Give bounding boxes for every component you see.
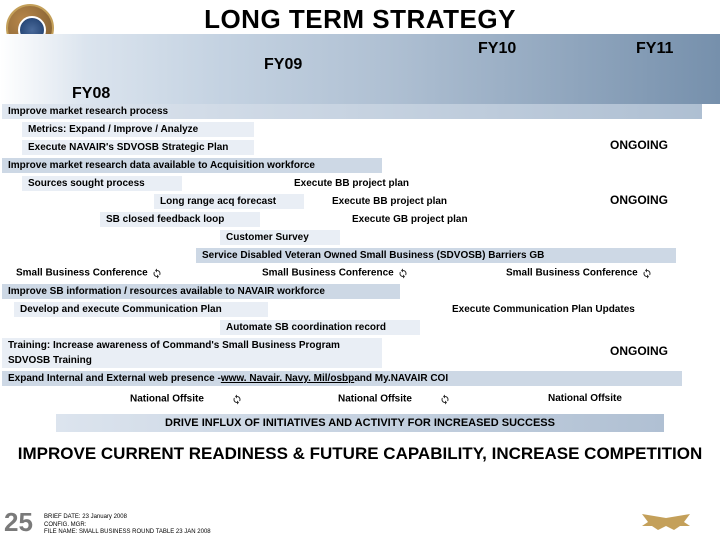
text-exec-gb: Execute GB project plan <box>352 214 468 225</box>
refresh-icon <box>439 393 451 405</box>
bar-long-range: Long range acq forecast <box>154 194 304 209</box>
wings-icon <box>638 512 694 534</box>
ongoing-3: ONGOING <box>610 344 668 358</box>
sb-conf-2: Small Business Conference <box>262 267 409 279</box>
text-exec-bb2: Execute BB project plan <box>332 196 447 207</box>
nat-offsite-2: National Offsite <box>338 393 451 405</box>
bar-exec-navair: Execute NAVAIR's SDVOSB Strategic Plan <box>22 140 254 155</box>
bar-expand-web: Expand Internal and External web presenc… <box>2 371 682 386</box>
ongoing-2: ONGOING <box>610 193 668 207</box>
sb-conf-1: Small Business Conference <box>16 267 163 279</box>
slide-title: LONG TERM STRATEGY <box>0 4 720 35</box>
fy11-label: FY11 <box>636 40 673 58</box>
brief-file: FILE NAME: SMALL BUSINESS ROUND TABLE 23… <box>44 529 211 536</box>
nat-offsite-2-text: National Offsite <box>338 394 412 405</box>
bar-sdvosb-barriers: Service Disabled Veteran Owned Small Bus… <box>196 248 676 263</box>
bar-customer-survey: Customer Survey <box>220 230 340 245</box>
nat-offsite-1-text: National Offsite <box>130 394 204 405</box>
bar-sb-closed: SB closed feedback loop <box>100 212 260 227</box>
bar-metrics: Metrics: Expand / Improve / Analyze <box>22 122 254 137</box>
bar-training: Training: Increase awareness of Command'… <box>2 338 382 353</box>
page-number: 25 <box>4 507 33 538</box>
sb-conf-2-text: Small Business Conference <box>262 268 394 279</box>
bar-sources: Sources sought process <box>22 176 182 191</box>
nat-offsite-1: National Offsite <box>130 393 243 405</box>
text-exec-bb1: Execute BB project plan <box>294 178 409 189</box>
fy09-label: FY09 <box>264 56 302 74</box>
expand-web-link[interactable]: www. Navair. Navy. Mil/osbp <box>221 373 354 384</box>
bar-improve-market: Improve market research process <box>2 104 702 119</box>
footer: 25 BRIEF DATE: 23 January 2008 CONFIG. M… <box>0 506 720 538</box>
refresh-icon <box>151 267 163 279</box>
ongoing-1: ONGOING <box>610 138 668 152</box>
fy10-label: FY10 <box>478 40 516 58</box>
drive-bar: DRIVE INFLUX OF INITIATIVES AND ACTIVITY… <box>56 414 664 432</box>
brief-mgr: CONFIG. MGR: <box>44 522 211 529</box>
fy08-label: FY08 <box>72 85 110 103</box>
bar-improve-data: Improve market research data available t… <box>2 158 382 173</box>
text-exec-comm: Execute Communication Plan Updates <box>452 304 635 315</box>
nat-offsite-3: National Offsite <box>548 393 622 404</box>
refresh-icon <box>231 393 243 405</box>
sb-conf-1-text: Small Business Conference <box>16 268 148 279</box>
brief-info: BRIEF DATE: 23 January 2008 CONFIG. MGR:… <box>44 514 211 536</box>
expand-web-pre: Expand Internal and External web presenc… <box>8 373 221 384</box>
refresh-icon <box>397 267 409 279</box>
bar-automate-sb: Automate SB coordination record <box>220 320 420 335</box>
slide: LONG TERM STRATEGY FY11 FY10 FY09 FY08 I… <box>0 0 720 540</box>
bar-sdvosb-training: SDVOSB Training <box>2 353 382 368</box>
refresh-icon <box>641 267 653 279</box>
bottom-message: IMPROVE CURRENT READINESS & FUTURE CAPAB… <box>0 444 720 464</box>
expand-web-post: and My.NAVAIR COI <box>354 373 448 384</box>
nat-offsite-3-text: National Offsite <box>548 393 622 404</box>
fy-arrow-icon <box>716 34 720 104</box>
bar-dev-comm: Develop and execute Communication Plan <box>14 302 268 317</box>
brief-date: BRIEF DATE: 23 January 2008 <box>44 514 211 521</box>
sb-conf-3-text: Small Business Conference <box>506 268 638 279</box>
bar-improve-sb-info: Improve SB information / resources avail… <box>2 284 400 299</box>
sb-conf-3: Small Business Conference <box>506 267 653 279</box>
